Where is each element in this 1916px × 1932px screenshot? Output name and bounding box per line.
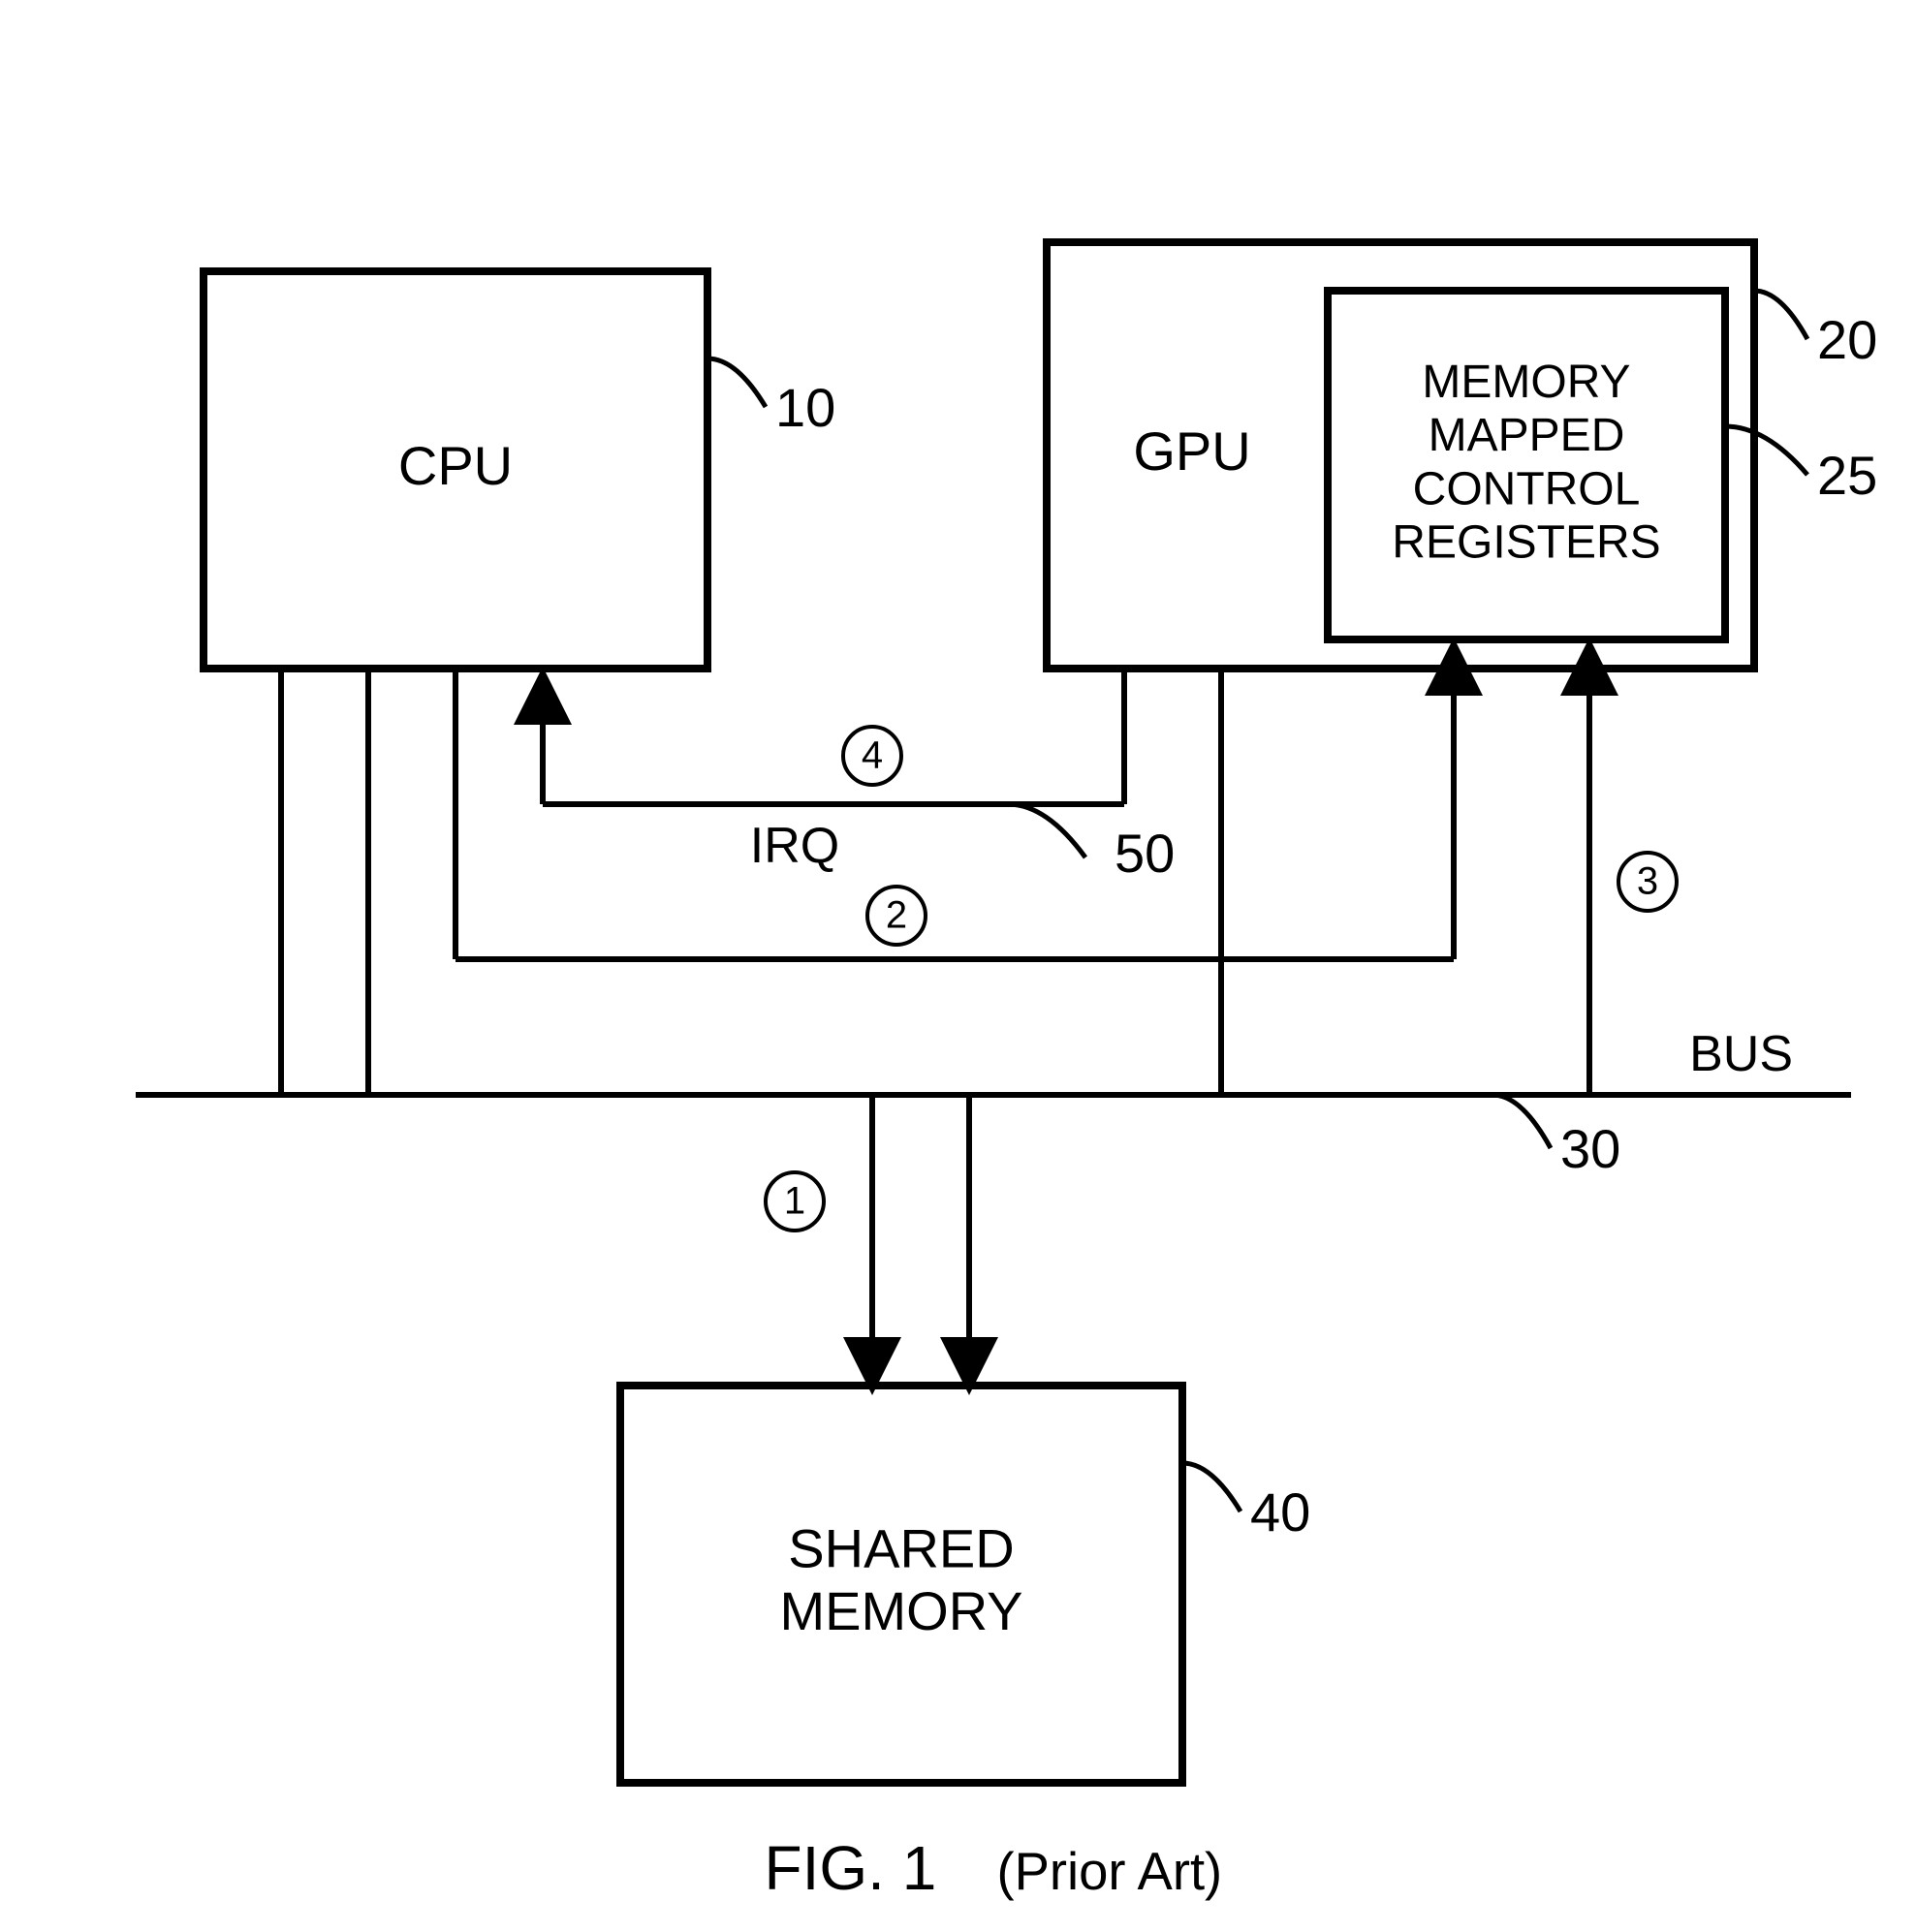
svg-text:CONTROL: CONTROL [1413, 463, 1641, 514]
svg-text:MEMORY: MEMORY [780, 1580, 1023, 1641]
diagram-root: CPUGPUMEMORYMAPPEDCONTROLREGISTERSSHARED… [0, 0, 1916, 1932]
svg-text:BUS: BUS [1689, 1026, 1793, 1082]
svg-text:4: 4 [862, 734, 883, 777]
svg-text:CPU: CPU [398, 435, 513, 496]
svg-text:SHARED: SHARED [788, 1518, 1014, 1579]
diagram-layer: CPUGPUMEMORYMAPPEDCONTROLREGISTERSSHARED… [136, 242, 1877, 1903]
svg-text:MAPPED: MAPPED [1429, 410, 1625, 461]
svg-text:10: 10 [775, 377, 835, 438]
svg-text:IRQ: IRQ [750, 818, 839, 874]
svg-text:GPU: GPU [1133, 421, 1250, 482]
figure-number: FIG. 1 [765, 1833, 937, 1903]
svg-text:REGISTERS: REGISTERS [1392, 516, 1660, 568]
svg-text:30: 30 [1560, 1118, 1620, 1179]
svg-text:50: 50 [1115, 823, 1175, 884]
svg-text:25: 25 [1817, 445, 1877, 506]
svg-text:1: 1 [784, 1180, 805, 1223]
svg-text:20: 20 [1817, 309, 1877, 370]
svg-text:40: 40 [1250, 1481, 1310, 1542]
svg-text:2: 2 [886, 894, 907, 937]
figure-note: (Prior Art) [997, 1842, 1223, 1901]
svg-text:3: 3 [1637, 860, 1658, 903]
svg-text:MEMORY: MEMORY [1422, 357, 1630, 408]
